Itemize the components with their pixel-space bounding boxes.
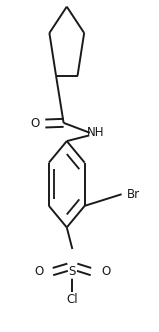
Text: NH: NH: [87, 126, 104, 139]
Text: Br: Br: [127, 188, 140, 201]
Text: O: O: [30, 117, 40, 130]
Text: O: O: [34, 265, 44, 278]
Text: Cl: Cl: [66, 293, 78, 306]
Text: S: S: [69, 265, 76, 278]
Text: O: O: [101, 265, 110, 278]
